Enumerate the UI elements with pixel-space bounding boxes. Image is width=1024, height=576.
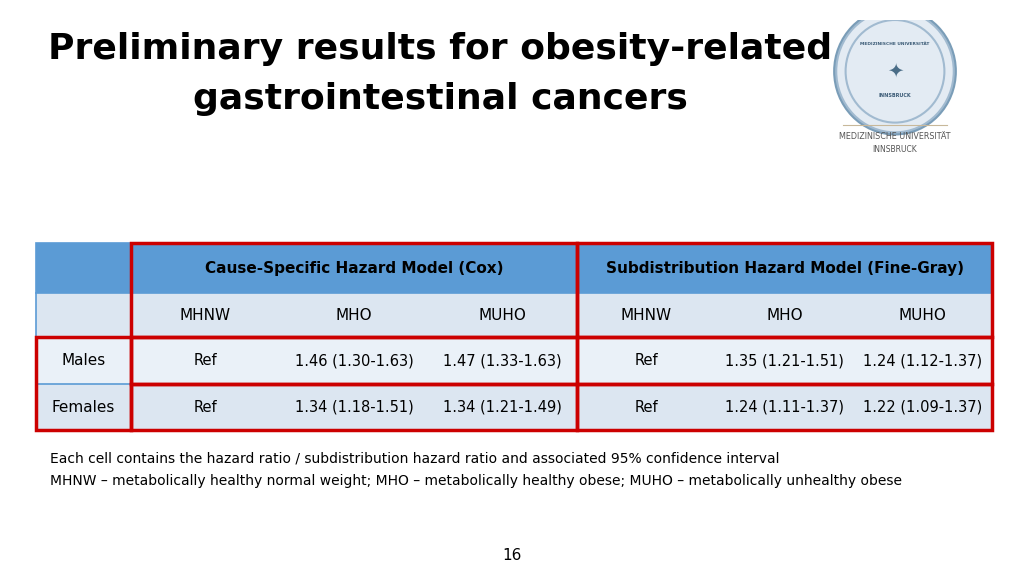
Text: MUHO: MUHO [479,308,526,323]
Text: ✦: ✦ [887,61,903,80]
Text: MEDIZINISCHE UNIVERSITÄT: MEDIZINISCHE UNIVERSITÄT [840,131,950,141]
Text: MHNW: MHNW [621,308,672,323]
Text: 1.35 (1.21-1.51): 1.35 (1.21-1.51) [725,353,844,368]
Text: MEDIZINISCHE UNIVERSITÄT: MEDIZINISCHE UNIVERSITÄT [860,42,930,46]
Text: 1.24 (1.11-1.37): 1.24 (1.11-1.37) [725,400,844,415]
Text: INNSBRUCK: INNSBRUCK [872,145,918,154]
Text: 16: 16 [503,548,521,563]
Text: 1.47 (1.33-1.63): 1.47 (1.33-1.63) [443,353,562,368]
Text: 1.22 (1.09-1.37): 1.22 (1.09-1.37) [863,400,982,415]
Text: 1.24 (1.12-1.37): 1.24 (1.12-1.37) [863,353,982,368]
Text: INNSBRUCK: INNSBRUCK [879,93,911,98]
Text: Subdistribution Hazard Model (Fine-Gray): Subdistribution Hazard Model (Fine-Gray) [605,260,964,275]
Text: Preliminary results for obesity-related: Preliminary results for obesity-related [48,32,833,66]
Text: Ref: Ref [194,400,217,415]
Text: 1.34 (1.21-1.49): 1.34 (1.21-1.49) [443,400,562,415]
Text: 1.34 (1.18-1.51): 1.34 (1.18-1.51) [295,400,414,415]
Text: Ref: Ref [194,353,217,368]
Text: 1.46 (1.30-1.63): 1.46 (1.30-1.63) [295,353,414,368]
Text: MUHO: MUHO [899,308,947,323]
Text: gastrointestinal cancers: gastrointestinal cancers [193,82,687,116]
Text: MHNW – metabolically healthy normal weight; MHO – metabolically healthy obese; M: MHNW – metabolically healthy normal weig… [50,474,902,488]
Text: Females: Females [52,400,115,415]
Text: Males: Males [61,353,105,368]
Text: Ref: Ref [634,353,658,368]
Text: Each cell contains the hazard ratio / subdistribution hazard ratio and associate: Each cell contains the hazard ratio / su… [50,452,779,466]
Text: Ref: Ref [634,400,658,415]
Text: Cause-Specific Hazard Model (Cox): Cause-Specific Hazard Model (Cox) [205,260,503,275]
Text: MHO: MHO [766,308,803,323]
Circle shape [836,9,954,134]
Text: MHO: MHO [336,308,373,323]
Text: MHNW: MHNW [180,308,230,323]
